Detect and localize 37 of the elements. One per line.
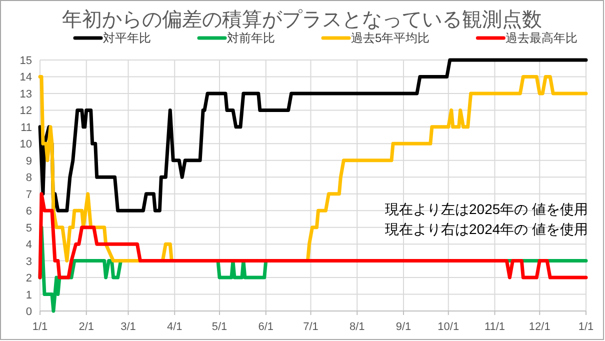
y-tick-label: 2 <box>26 272 32 285</box>
chart-title: 年初からの偏差の積算がプラスとなっている観測点数 <box>62 9 542 31</box>
x-tick-label: 8/1 <box>349 321 365 333</box>
y-tick-label: 12 <box>20 105 32 118</box>
y-tick-label: 15 <box>20 55 32 67</box>
y-tick-label: 0 <box>26 306 32 318</box>
legend-label: 対平年比 <box>103 31 151 45</box>
annotation: 現在より右は2024年の 値を使用 <box>385 221 588 237</box>
x-tick-label: 1/1 <box>32 321 48 333</box>
x-tick-label: 11/1 <box>484 321 506 333</box>
x-tick-label: 3/1 <box>120 321 136 333</box>
y-tick-label: 11 <box>20 122 32 134</box>
y-tick-label: 4 <box>26 239 32 252</box>
x-tick-label: 2/1 <box>78 321 94 333</box>
y-tick-label: 9 <box>26 155 32 168</box>
x-tick-label: 7/1 <box>303 321 318 333</box>
y-tick-label: 6 <box>26 206 32 218</box>
legend-label: 過去最高年比 <box>506 31 578 45</box>
y-tick-label: 7 <box>26 188 32 201</box>
x-tick-label: 6/1 <box>258 321 274 333</box>
x-tick-label: 12/1 <box>528 321 550 333</box>
y-tick-label: 5 <box>26 222 32 234</box>
y-tick-label: 14 <box>20 72 32 84</box>
annotation: 現在より左は2025年の 値を使用 <box>385 201 588 217</box>
legend-label: 対前年比 <box>227 31 275 45</box>
x-tick-label: 4/1 <box>166 321 182 333</box>
y-tick-label: 10 <box>20 138 32 151</box>
x-tick-label: 10/1 <box>438 321 460 333</box>
y-tick-label: 1 <box>26 289 32 302</box>
y-tick-label: 8 <box>26 172 32 184</box>
x-tick-label: 9/1 <box>396 321 412 333</box>
x-tick-label: 1/1 <box>578 321 594 333</box>
legend-label: 過去5年平均比 <box>351 31 430 45</box>
y-tick-label: 13 <box>20 88 32 100</box>
y-tick-label: 3 <box>26 256 32 268</box>
x-tick-label: 5/1 <box>212 321 228 333</box>
line-series <box>38 192 588 280</box>
